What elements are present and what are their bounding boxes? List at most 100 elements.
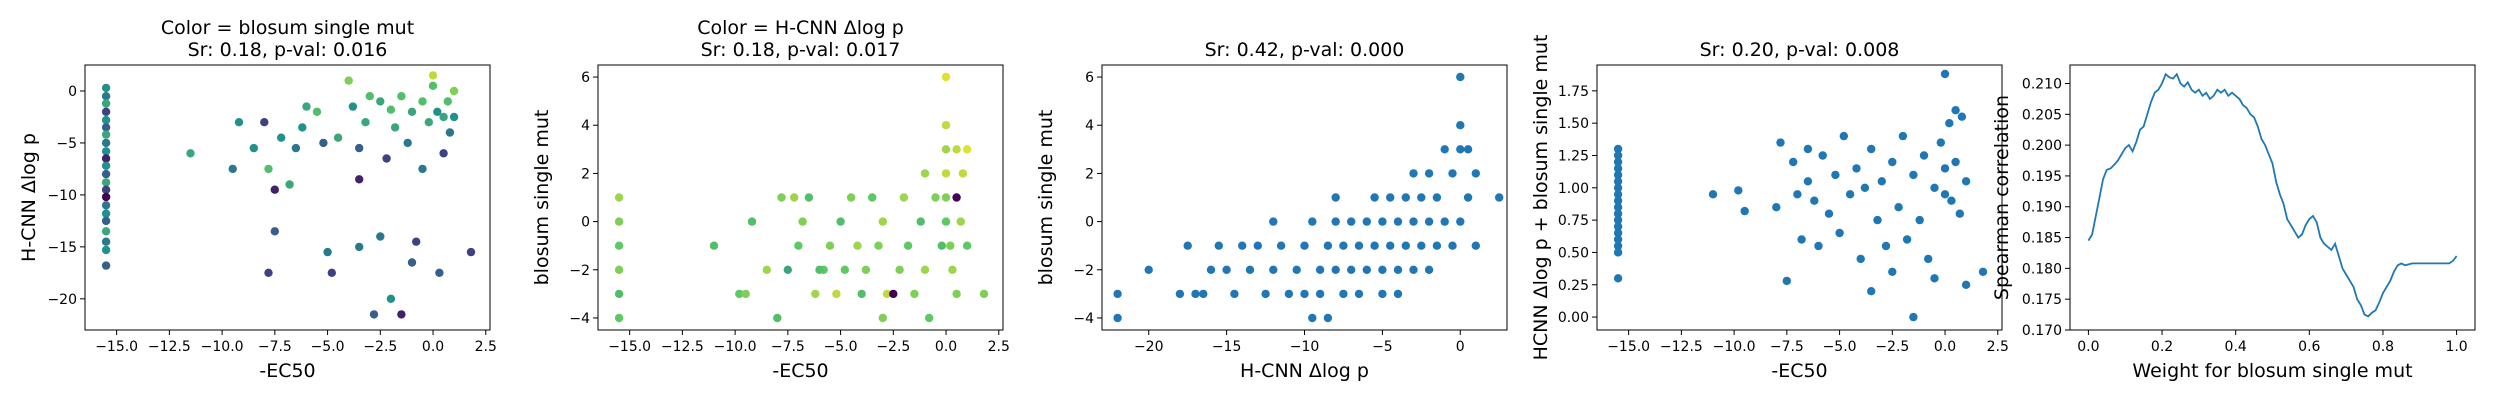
data-point <box>319 138 328 148</box>
y-tick-label: 0.50 <box>1558 245 1589 261</box>
data-point <box>1269 265 1278 274</box>
x-tick-label: −12.5 <box>1660 339 1703 355</box>
data-point <box>790 193 799 202</box>
y-tick-label: 0.180 <box>2022 261 2062 277</box>
data-point <box>1448 169 1457 178</box>
y-tick-label: 0 <box>68 84 77 100</box>
x-tick-label: −5.0 <box>1823 339 1857 355</box>
data-point <box>1613 203 1623 212</box>
data-point <box>1797 235 1806 244</box>
data-point <box>1613 248 1623 257</box>
x-tick-label: −10.0 <box>714 339 757 355</box>
data-point <box>903 241 913 250</box>
data-point <box>1613 151 1623 160</box>
data-point <box>878 313 887 323</box>
data-point <box>1471 241 1481 250</box>
data-point <box>1370 241 1379 250</box>
data-point <box>804 193 814 202</box>
data-point <box>101 115 111 125</box>
data-point <box>1613 190 1623 199</box>
y-tick-label: −5 <box>56 136 77 152</box>
data-point <box>1613 183 1623 192</box>
y-axis-label: Spearman correlation <box>1991 95 2013 300</box>
data-point <box>101 192 111 202</box>
x-tick-label: −15.0 <box>1607 339 1650 355</box>
data-point <box>1331 193 1340 202</box>
data-point <box>1824 209 1834 218</box>
data-point <box>1339 241 1348 250</box>
data-point <box>1782 276 1792 286</box>
data-point <box>1873 215 1882 225</box>
data-point <box>1881 241 1891 251</box>
data-point <box>1354 241 1364 250</box>
x-axis-label: Weight for blosum single mut <box>2132 360 2412 382</box>
data-point <box>836 217 845 226</box>
data-point <box>1613 228 1623 238</box>
data-point <box>1432 241 1442 250</box>
y-tick-label: −4 <box>569 311 590 327</box>
x-tick-label: −10.0 <box>1713 339 1756 355</box>
data-point <box>418 164 427 174</box>
data-point <box>101 123 111 132</box>
data-point <box>1315 289 1325 299</box>
data-point <box>1613 222 1623 231</box>
data-point <box>840 265 849 274</box>
data-point <box>1835 228 1844 238</box>
data-point <box>1471 169 1481 178</box>
y-tick-label: 6 <box>1085 70 1094 86</box>
data-point <box>435 268 444 277</box>
chart-panel-2: −15.0 −12.5 −10.0 −7.5 −5.0 −2.5 0.0 2.5 −4 −2 0 2 4… <box>531 17 1010 382</box>
x-tick-label: 1.0 <box>2445 339 2467 355</box>
data-point <box>920 169 930 178</box>
data-point <box>1845 190 1855 199</box>
data-point <box>1347 265 1356 274</box>
data-point <box>101 201 111 210</box>
data-point <box>407 107 417 117</box>
data-point <box>270 185 279 194</box>
data-point <box>101 216 111 226</box>
data-marks <box>1113 72 1504 323</box>
data-point <box>1440 145 1449 154</box>
data-point <box>291 143 301 153</box>
data-point <box>101 227 111 236</box>
data-point <box>747 217 757 226</box>
chart-title: Sr: 0.18, p-val: 0.017 <box>701 39 901 61</box>
data-point <box>910 289 919 299</box>
x-tick-label: −5.0 <box>311 339 345 355</box>
y-tick-label: −2 <box>569 263 590 279</box>
data-point <box>1902 235 1912 244</box>
data-point <box>312 107 322 117</box>
data-point <box>439 112 448 122</box>
data-point <box>952 193 961 202</box>
data-point <box>466 247 476 257</box>
data-point <box>355 242 364 252</box>
y-tick-label: 1.00 <box>1558 181 1589 197</box>
data-point <box>878 217 887 226</box>
data-point <box>1930 183 1939 192</box>
data-point <box>1456 217 1465 226</box>
data-point <box>1230 289 1239 299</box>
data-point <box>323 247 332 257</box>
x-tick-label: −10 <box>1290 339 1320 355</box>
data-point <box>1951 157 1960 167</box>
data-point <box>762 265 771 274</box>
data-point <box>101 245 111 255</box>
x-tick-label: 0.0 <box>422 339 444 355</box>
data-point <box>899 193 909 202</box>
data-point <box>920 265 930 274</box>
y-tick-label: −4 <box>1073 311 1094 327</box>
x-tick-label: −7.5 <box>1770 339 1804 355</box>
data-point <box>1315 265 1325 274</box>
data-point <box>798 217 807 226</box>
data-point <box>1856 254 1865 264</box>
data-point <box>1253 241 1263 250</box>
y-tick-label: −15 <box>47 240 77 256</box>
data-point <box>815 265 824 274</box>
data-point <box>403 138 412 148</box>
data-point <box>1803 177 1813 186</box>
data-point <box>1495 193 1504 202</box>
x-tick-label: −20 <box>1134 339 1164 355</box>
data-point <box>1276 241 1286 250</box>
data-point <box>895 265 904 274</box>
data-point <box>1284 289 1294 299</box>
